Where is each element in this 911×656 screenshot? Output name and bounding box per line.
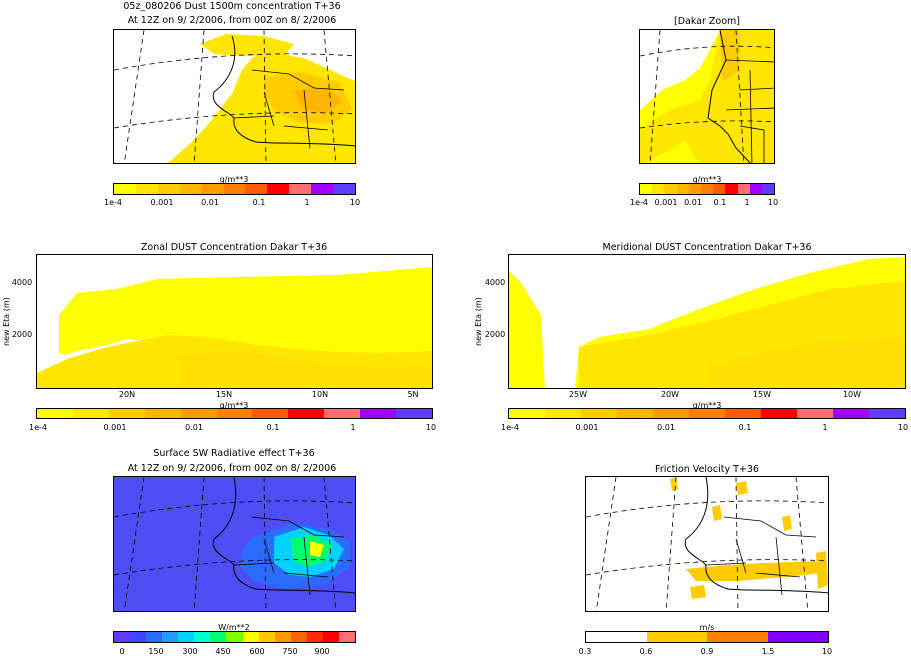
panel6-title: Friction Velocity T+36 [655, 464, 759, 475]
panel4-colorbar [508, 408, 906, 419]
friction-velocity-map [585, 476, 829, 612]
panel4-tick: 10 [897, 423, 909, 432]
ustar-borders [705, 516, 817, 596]
zoom-graticule [640, 30, 774, 163]
panel2-colorbar [639, 183, 775, 195]
zoom-dust [640, 30, 774, 163]
panel3-xtick: 20N [118, 390, 136, 399]
panel3-tick: 10 [425, 423, 437, 432]
meridional-section [508, 254, 906, 389]
ustar-coastline [684, 477, 828, 594]
panel1-tick: 1e-4 [104, 198, 122, 207]
panel5-tick: 450 [215, 647, 231, 656]
panel6-tick: 0.9 [700, 647, 714, 656]
panel1-tick: 0.01 [201, 198, 219, 207]
panel6-tick: 0.3 [578, 647, 592, 656]
panel1-tick: 0.001 [150, 198, 174, 207]
zoom-dust-core [720, 30, 740, 82]
panel3-tick: 0.1 [266, 423, 280, 432]
sw-graticule [114, 477, 355, 611]
panel1-colorbar [113, 183, 356, 195]
panel3-xtick: 5N [407, 390, 419, 399]
panel2-tick: 1e-4 [630, 198, 648, 207]
panel4-xtick: 25W [568, 390, 588, 399]
panel5-subtitle: At 12Z on 9/ 2/2006, from 00Z on 8/ 2/20… [127, 463, 337, 474]
panel1-tick: 0.1 [252, 198, 266, 207]
zoom-borders [725, 59, 774, 163]
panel5-tick: 150 [148, 647, 164, 656]
borders [233, 69, 345, 149]
panel4-tick: 0.001 [575, 423, 599, 432]
zoom-coastline [707, 30, 751, 163]
meridional-clear-area [509, 255, 905, 388]
panel3-xtick: 15N [215, 390, 233, 399]
panel5-tick: 300 [182, 647, 198, 656]
panel4-title: Meridional DUST Concentration Dakar T+36 [602, 242, 812, 253]
panel3-colorbar [36, 408, 433, 419]
panel4-xtick: 10W [842, 390, 862, 399]
panel6-cbar-label: m/s [699, 623, 715, 632]
panel6-tick: 10 [821, 647, 833, 656]
panel4-tick: 0.1 [738, 423, 752, 432]
coastline [212, 35, 355, 147]
panel3-ylabel: new Eta (m) [2, 297, 11, 346]
panel6-tick: 1.5 [761, 647, 775, 656]
panel4-cbar-label: g/m**3 [692, 401, 722, 410]
sw-radiative-map [113, 476, 356, 612]
panel6-colorbar [585, 631, 829, 643]
ustar-field [586, 477, 828, 611]
page-title: 05z_080206 Dust 1500m concentration T+36 [123, 1, 341, 12]
panel1-subtitle: At 12Z on 9/ 2/2006, from 00Z on 8/ 2/20… [127, 15, 337, 26]
panel6-tick: 0.6 [639, 647, 653, 656]
panel3-ytick: 4000 [11, 278, 33, 287]
meridional-base-layer [709, 337, 905, 388]
panel1-cbar-label: g/m**3 [219, 175, 249, 184]
sw-field-max [310, 541, 324, 557]
zonal-section [36, 254, 433, 389]
panel3-ytick: 2000 [11, 330, 33, 339]
panel3-tick: 0.001 [103, 423, 127, 432]
panel5-tick: 900 [314, 647, 330, 656]
panel4-tick: 1 [822, 423, 828, 432]
zonal-base-layer [177, 351, 432, 388]
panel5-colorbar [113, 631, 356, 643]
panel5-tick: 0 [119, 647, 125, 656]
panel2-tick: 0.01 [684, 198, 702, 207]
panel5-title: Surface SW Radiative effect T+36 [153, 448, 315, 459]
panel3-cbar-label: g/m**3 [219, 401, 249, 410]
sw-coastline [212, 477, 355, 594]
dust-plume-north [200, 34, 294, 56]
panel1-tick: 1 [304, 198, 310, 207]
panel2-tick: 10 [767, 198, 779, 207]
panel1-tick: 10 [349, 198, 361, 207]
panel5-cbar-label: W/m**2 [218, 623, 250, 632]
panel4-tick: 1e-4 [501, 423, 519, 432]
dakar-zoom-map [639, 29, 775, 164]
graticule [114, 30, 355, 163]
panel3-xtick: 10N [311, 390, 329, 399]
panel4-ytick: 4000 [484, 278, 506, 287]
panel3-tick: 1e-4 [29, 423, 47, 432]
panel3-tick: 1 [350, 423, 356, 432]
panel4-tick: 0.01 [657, 423, 675, 432]
panel2-tick: 0.1 [713, 198, 727, 207]
ustar-graticule [586, 477, 828, 611]
panel5-tick: 750 [282, 647, 298, 656]
panel2-tick: 1 [744, 198, 750, 207]
panel4-ylabel: new Eta (m) [474, 297, 483, 346]
panel2-cbar-label: g/m**3 [692, 175, 722, 184]
sw-borders [233, 516, 345, 596]
panel4-xtick: 20W [660, 390, 680, 399]
panel5-tick: 600 [249, 647, 265, 656]
panel2-title: [Dakar Zoom] [673, 16, 741, 27]
panel4-xtick: 15W [752, 390, 772, 399]
panel3-title: Zonal DUST Concentration Dakar T+36 [140, 242, 328, 253]
dust-map [113, 29, 356, 164]
panel3-tick: 0.01 [185, 423, 203, 432]
zoom-clear-area [640, 30, 720, 110]
panel4-ytick: 2000 [484, 330, 506, 339]
panel2-tick: 0.001 [654, 198, 678, 207]
